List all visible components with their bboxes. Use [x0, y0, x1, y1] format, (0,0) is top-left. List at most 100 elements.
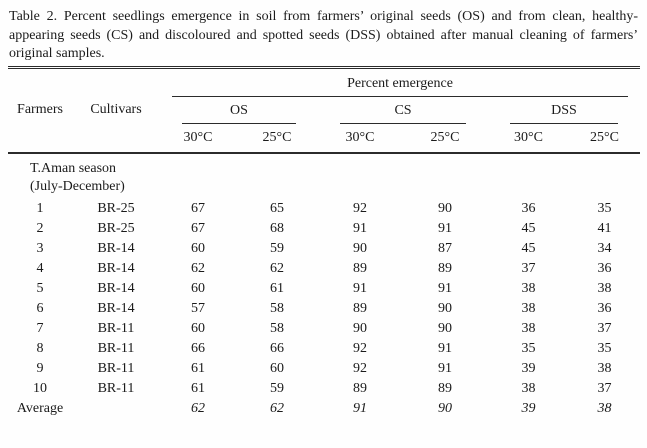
group-header-os: OS [160, 97, 318, 124]
season-line2: (July-December) [30, 178, 125, 194]
average-value-cell: 90 [438, 400, 452, 416]
value-cell: 35 [597, 340, 612, 356]
value-cell: 67 [191, 200, 205, 216]
value-cell: 36 [521, 200, 536, 216]
value-cell: 87 [438, 240, 452, 256]
cultivar-cell: BR-11 [97, 320, 135, 336]
value-cell: 61 [191, 380, 205, 396]
value-cell: 66 [191, 340, 205, 356]
value-cell: 38 [521, 300, 536, 316]
value-cell: 34 [597, 240, 612, 256]
value-cell: 38 [521, 280, 536, 296]
temp-header-dss-30: 30°C [514, 129, 543, 145]
cultivar-cell: BR-14 [97, 300, 135, 316]
value-cell: 60 [191, 240, 205, 256]
table-row: 3 BR-14 60 59 90 87 45 34 [8, 239, 640, 259]
farmer-cell: 3 [36, 240, 44, 256]
value-cell: 60 [191, 280, 205, 296]
cultivar-cell: BR-11 [97, 380, 135, 396]
farmer-cell: 8 [36, 340, 44, 356]
temp-header-os-30: 30°C [183, 129, 213, 145]
cultivar-cell: BR-11 [97, 360, 135, 376]
emergence-table: Farmers Cultivars Percent emergence OS C… [8, 65, 641, 419]
season-header-row: T.Aman season (July-December) [8, 151, 641, 199]
table-row: 10 BR-11 61 59 89 89 38 37 [8, 379, 640, 399]
value-cell: 90 [353, 240, 367, 256]
value-cell: 91 [438, 340, 452, 356]
farmer-cell: 10 [33, 380, 47, 396]
table-row: 2 BR-25 67 68 91 91 45 41 [8, 219, 640, 239]
value-cell: 59 [270, 380, 284, 396]
farmer-cell: 5 [36, 280, 44, 296]
value-cell: 68 [270, 220, 284, 236]
value-cell: 59 [270, 240, 284, 256]
value-cell: 89 [353, 260, 367, 276]
os-label: OS [182, 97, 296, 124]
value-cell: 36 [597, 260, 612, 276]
value-cell: 90 [438, 300, 452, 316]
value-cell: 92 [353, 200, 367, 216]
temp-header-cs-30: 30°C [345, 129, 375, 145]
temp-header-dss-25: 25°C [590, 129, 619, 145]
farmer-cell: 7 [36, 320, 44, 336]
value-cell: 41 [597, 220, 612, 236]
cultivar-cell: BR-14 [97, 280, 135, 296]
value-cell: 61 [270, 280, 284, 296]
value-cell: 58 [270, 300, 284, 316]
value-cell: 65 [270, 200, 284, 216]
percent-emergence-label: Percent emergence [172, 69, 629, 97]
value-cell: 91 [353, 220, 367, 236]
farmer-cell: 6 [36, 300, 44, 316]
farmer-cell: 2 [36, 220, 44, 236]
table-row: 1 BR-25 67 65 92 90 36 35 [8, 199, 640, 219]
farmer-cell: 9 [36, 360, 44, 376]
table-row: 5 BR-14 60 61 91 91 38 38 [8, 279, 640, 299]
seed-group-row: OS CS DSS [8, 97, 640, 124]
value-cell: 35 [597, 200, 612, 216]
season-header-cell: T.Aman season (July-December) [8, 151, 641, 199]
value-cell: 39 [521, 360, 536, 376]
average-value-cell: 62 [191, 400, 205, 416]
cultivar-cell: BR-11 [97, 340, 135, 356]
value-cell: 91 [438, 220, 452, 236]
table-caption: Table 2. Percent seedlings emergence in … [9, 9, 638, 61]
value-cell: 91 [353, 280, 367, 296]
value-cell: 60 [270, 360, 284, 376]
cultivar-cell: BR-14 [97, 260, 135, 276]
temperature-row: 30°C 25°C 30°C 25°C 30°C 25°C [8, 124, 640, 153]
value-cell: 91 [438, 280, 452, 296]
value-cell: 61 [191, 360, 205, 376]
value-cell: 66 [270, 340, 284, 356]
value-cell: 35 [521, 340, 536, 356]
value-cell: 57 [191, 300, 205, 316]
value-cell: 38 [597, 360, 612, 376]
value-cell: 37 [521, 260, 536, 276]
farmer-cell: 4 [36, 260, 44, 276]
cultivar-cell: BR-14 [97, 240, 135, 256]
group-header-percent-emergence: Percent emergence [160, 67, 640, 97]
table-header: Farmers Cultivars Percent emergence OS C… [8, 67, 640, 153]
value-cell: 90 [438, 320, 452, 336]
table-row: 9 BR-11 61 60 92 91 39 38 [8, 359, 640, 379]
col-header-cultivars: Cultivars [90, 102, 142, 117]
average-value-cell: 39 [521, 400, 536, 416]
empty-cell [72, 399, 160, 419]
season-line1: T.Aman season [30, 160, 117, 176]
col-header-farmers: Farmers [17, 102, 63, 117]
table-row: 4 BR-14 62 62 89 89 37 36 [8, 259, 640, 279]
value-cell: 62 [270, 260, 284, 276]
value-cell: 45 [521, 240, 536, 256]
value-cell: 92 [353, 340, 367, 356]
value-cell: 62 [191, 260, 205, 276]
cs-label: CS [340, 97, 466, 124]
group-header-cs: CS [318, 97, 488, 124]
value-cell: 89 [353, 300, 367, 316]
value-cell: 89 [353, 380, 367, 396]
value-cell: 37 [597, 380, 612, 396]
value-cell: 89 [438, 260, 452, 276]
cultivar-cell: BR-25 [97, 220, 135, 236]
table-row: 6 BR-14 57 58 89 90 38 36 [8, 299, 640, 319]
value-cell: 38 [521, 320, 536, 336]
value-cell: 92 [353, 360, 367, 376]
